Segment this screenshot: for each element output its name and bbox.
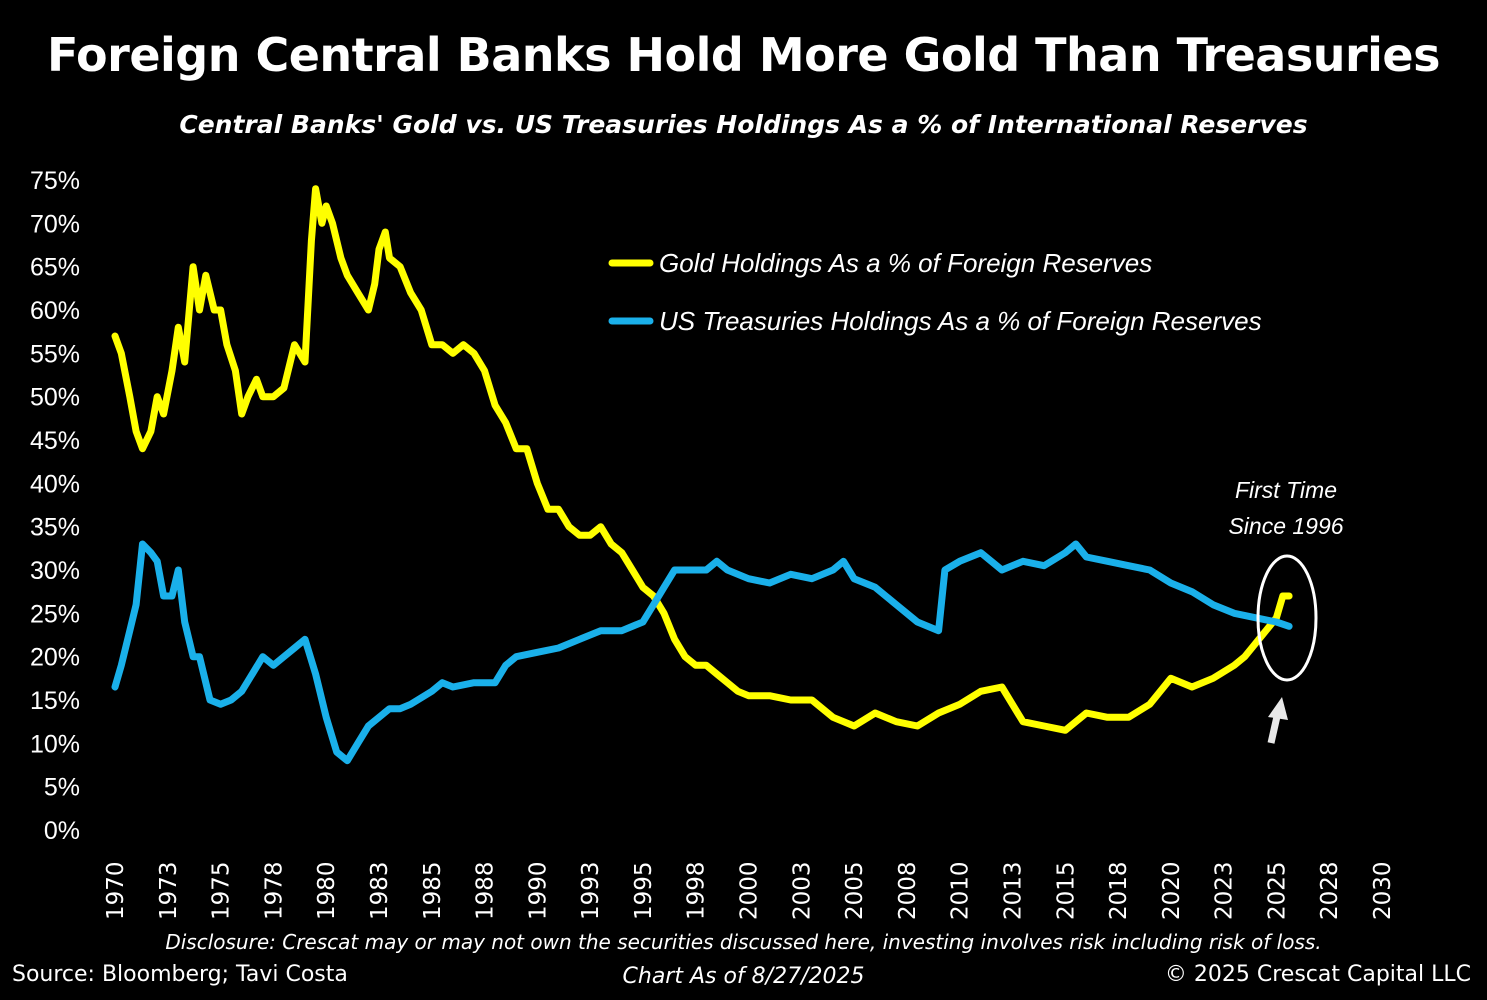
y-tick-label: 25% (30, 600, 80, 628)
x-tick-label: 1983 (367, 861, 393, 920)
y-tick-label: 55% (30, 340, 80, 368)
annotation-line1: First Time (1235, 477, 1337, 503)
disclosure: Disclosure: Crescat may or may not own t… (165, 930, 1322, 954)
copyright: © 2025 Crescat Capital LLC (1164, 962, 1471, 987)
as-of-date: Chart As of 8/27/2025 (622, 964, 865, 989)
legend: Gold Holdings As a % of Foreign Reserves… (608, 248, 1262, 336)
y-tick-label: 5% (44, 774, 80, 802)
legend-label-treasuries: US Treasuries Holdings As a % of Foreign… (659, 306, 1262, 336)
x-tick-label: 2013 (1000, 861, 1026, 920)
x-tick-label: 1975 (209, 861, 235, 920)
y-tick-label: 40% (30, 470, 80, 498)
y-tick-label: 45% (30, 427, 80, 455)
x-tick-label: 1980 (314, 861, 340, 920)
x-tick-label: 2003 (789, 861, 815, 920)
x-tick-label: 1990 (525, 861, 551, 920)
x-axis: 1970 1973 1975 1978 1980 1983 1985 1988 1990 1993… (103, 861, 1396, 920)
source: Source: Bloomberg; Tavi Costa (12, 962, 348, 987)
annotation: First Time Since 1996 (1228, 477, 1344, 744)
x-tick-label: 2020 (1159, 861, 1185, 920)
y-tick-label: 65% (30, 254, 80, 282)
y-axis: 0% 5% 10% 15% 20% 25% 30% 35% 40% 45% 50% 55% 60% 65%… (30, 167, 80, 845)
x-tick-label: 1993 (578, 861, 604, 920)
y-tick-label: 10% (30, 730, 80, 758)
series-line-gold (111, 185, 1293, 734)
series-line-treasuries (111, 540, 1293, 765)
legend-label-gold: Gold Holdings As a % of Foreign Reserves (659, 248, 1152, 278)
x-tick-label: 2018 (1106, 861, 1132, 920)
x-tick-label: 1973 (156, 861, 182, 920)
annotation-ellipse (1256, 554, 1318, 682)
x-tick-label: 1998 (684, 861, 710, 920)
chart-subtitle: Central Banks' Gold vs. US Treasuries Ho… (179, 110, 1308, 139)
x-tick-label: 2000 (737, 861, 763, 920)
annotation-arrow-head (1268, 697, 1288, 720)
x-tick-label: 2015 (1053, 861, 1079, 920)
x-tick-label: 2008 (895, 861, 921, 920)
x-tick-label: 2010 (948, 861, 974, 920)
y-tick-label: 35% (30, 514, 80, 542)
y-tick-label: 15% (30, 687, 80, 715)
y-tick-label: 0% (44, 817, 80, 845)
y-tick-label: 20% (30, 644, 80, 672)
x-tick-label: 2023 (1212, 861, 1238, 920)
x-tick-label: 1985 (420, 861, 446, 920)
x-tick-label: 1978 (261, 861, 287, 920)
y-tick-label: 50% (30, 384, 80, 412)
y-tick-label: 75% (30, 167, 80, 195)
x-tick-label: 1995 (631, 861, 657, 920)
x-tick-label: 2025 (1264, 861, 1290, 920)
x-tick-label: 1988 (473, 861, 499, 920)
y-tick-label: 30% (30, 557, 80, 585)
x-tick-label: 2028 (1317, 861, 1343, 920)
annotation-line2: Since 1996 (1228, 513, 1343, 539)
chart-title: Foreign Central Banks Hold More Gold Tha… (46, 28, 1441, 82)
series-lines (111, 185, 1293, 765)
x-tick-label: 1970 (103, 861, 129, 920)
y-tick-label: 60% (30, 297, 80, 325)
x-tick-label: 2030 (1370, 861, 1396, 920)
x-tick-label: 2005 (842, 861, 868, 920)
y-tick-label: 70% (30, 210, 80, 238)
